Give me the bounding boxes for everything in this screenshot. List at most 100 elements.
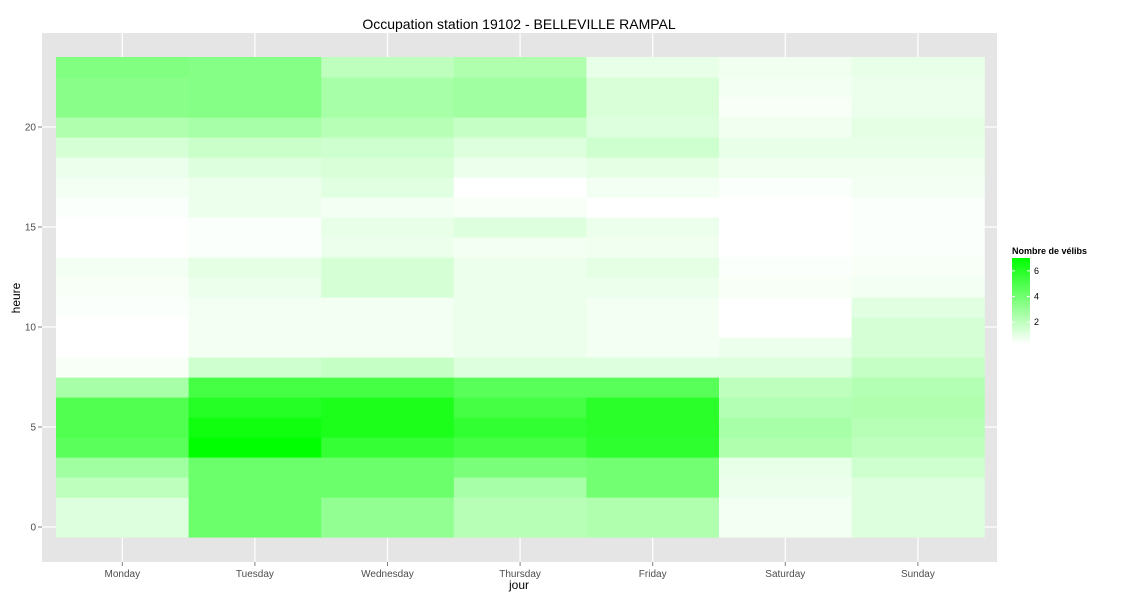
heatmap-tile xyxy=(719,217,853,238)
heatmap-tile xyxy=(719,317,853,338)
x-tick-label: Friday xyxy=(639,569,667,580)
heatmap-tile xyxy=(586,197,720,218)
heatmap-tile xyxy=(56,397,190,418)
heatmap-tile xyxy=(851,417,985,438)
heatmap-tile xyxy=(851,177,985,198)
heatmap-tile xyxy=(586,137,720,158)
heatmap-tile xyxy=(321,177,455,198)
heatmap-tile xyxy=(851,517,985,538)
heatmap-tile xyxy=(453,257,587,278)
heatmap-tile xyxy=(586,417,720,438)
heatmap-tile xyxy=(453,437,587,458)
heatmap-tile xyxy=(56,337,190,358)
x-tick-label: Tuesday xyxy=(236,569,274,580)
heatmap-tile xyxy=(453,317,587,338)
heatmap-tile xyxy=(188,77,322,98)
heatmap-tile xyxy=(453,217,587,238)
heatmap-tile xyxy=(188,477,322,498)
heatmap-tile xyxy=(719,137,853,158)
heatmap-tile xyxy=(851,117,985,138)
heatmap-tile xyxy=(586,257,720,278)
heatmap-tile xyxy=(719,437,853,458)
heatmap-tile xyxy=(851,337,985,358)
heatmap-tile xyxy=(453,117,587,138)
heatmap-tile xyxy=(719,457,853,478)
heatmap-tile xyxy=(586,357,720,378)
heatmap-tile xyxy=(586,97,720,118)
chart-title: Occupation station 19102 - BELLEVILLE RA… xyxy=(362,16,676,32)
heatmap-tile xyxy=(56,297,190,318)
heatmap-tile xyxy=(453,357,587,378)
heatmap-tile xyxy=(56,357,190,378)
heatmap-tile xyxy=(188,217,322,238)
heatmap-tile xyxy=(321,257,455,278)
y-axis: 0 5 10 15 20 xyxy=(25,123,42,534)
heatmap-tile xyxy=(56,197,190,218)
heatmap-tile xyxy=(321,377,455,398)
heatmap-tile xyxy=(586,317,720,338)
heatmap-tile xyxy=(453,337,587,358)
legend-tick-label: 6 xyxy=(1034,266,1039,276)
heatmap-tile xyxy=(586,477,720,498)
heatmap-tile xyxy=(321,497,455,518)
heatmap-tile xyxy=(719,297,853,318)
heatmap-tile xyxy=(321,317,455,338)
heatmap-tile xyxy=(321,217,455,238)
heatmap-tile xyxy=(719,197,853,218)
heatmap-tile xyxy=(321,117,455,138)
heatmap-tile xyxy=(851,237,985,258)
heatmap-tile xyxy=(586,337,720,358)
heatmap-tile xyxy=(188,377,322,398)
legend-colorbar xyxy=(1012,258,1030,344)
heatmap-tile xyxy=(56,117,190,138)
heatmap-tile xyxy=(851,317,985,338)
y-tick-label: 15 xyxy=(25,223,37,234)
heatmap-tile xyxy=(453,397,587,418)
heatmap-tile xyxy=(851,437,985,458)
heatmap-tile xyxy=(453,137,587,158)
heatmap-tile xyxy=(188,157,322,178)
heatmap-tile xyxy=(188,517,322,538)
heatmap-tile xyxy=(56,97,190,118)
heatmap-tile xyxy=(586,517,720,538)
heatmap-tile xyxy=(586,497,720,518)
y-tick-label: 10 xyxy=(25,323,37,334)
heatmap-tile xyxy=(851,197,985,218)
heatmap-tile xyxy=(56,137,190,158)
heatmap-tile xyxy=(851,77,985,98)
legend-ticks: 2 4 6 xyxy=(1012,266,1039,327)
heatmap-tile xyxy=(56,437,190,458)
heatmap-tile xyxy=(719,117,853,138)
x-axis-title: jour xyxy=(508,578,529,592)
x-tick-label: Monday xyxy=(105,569,141,580)
heatmap-tile xyxy=(586,217,720,238)
heatmap-tile xyxy=(719,497,853,518)
heatmap-tile xyxy=(188,117,322,138)
heatmap-tile xyxy=(56,257,190,278)
heatmap-tile xyxy=(188,137,322,158)
heatmap-tile xyxy=(586,397,720,418)
heatmap-tile xyxy=(188,197,322,218)
heatmap-tile xyxy=(188,57,322,78)
heatmap-tile xyxy=(453,477,587,498)
y-tick-label: 20 xyxy=(25,123,37,134)
heatmap-tile xyxy=(851,277,985,298)
heatmap-tile xyxy=(321,477,455,498)
heatmap-tile xyxy=(321,77,455,98)
y-axis-title: heure xyxy=(9,282,23,313)
heatmap-tile xyxy=(188,457,322,478)
heatmap-tile xyxy=(56,177,190,198)
heatmap-tile xyxy=(321,97,455,118)
heatmap-tile xyxy=(188,237,322,258)
heatmap-tile xyxy=(453,157,587,178)
heatmap-tile xyxy=(719,477,853,498)
heatmap-tile xyxy=(719,157,853,178)
heatmap-tile xyxy=(719,257,853,278)
heatmap-tile xyxy=(188,337,322,358)
heatmap-tile xyxy=(56,77,190,98)
heatmap-tile xyxy=(321,277,455,298)
heatmap-tile xyxy=(586,277,720,298)
heatmap-tile xyxy=(321,57,455,78)
heatmap-tile xyxy=(719,397,853,418)
